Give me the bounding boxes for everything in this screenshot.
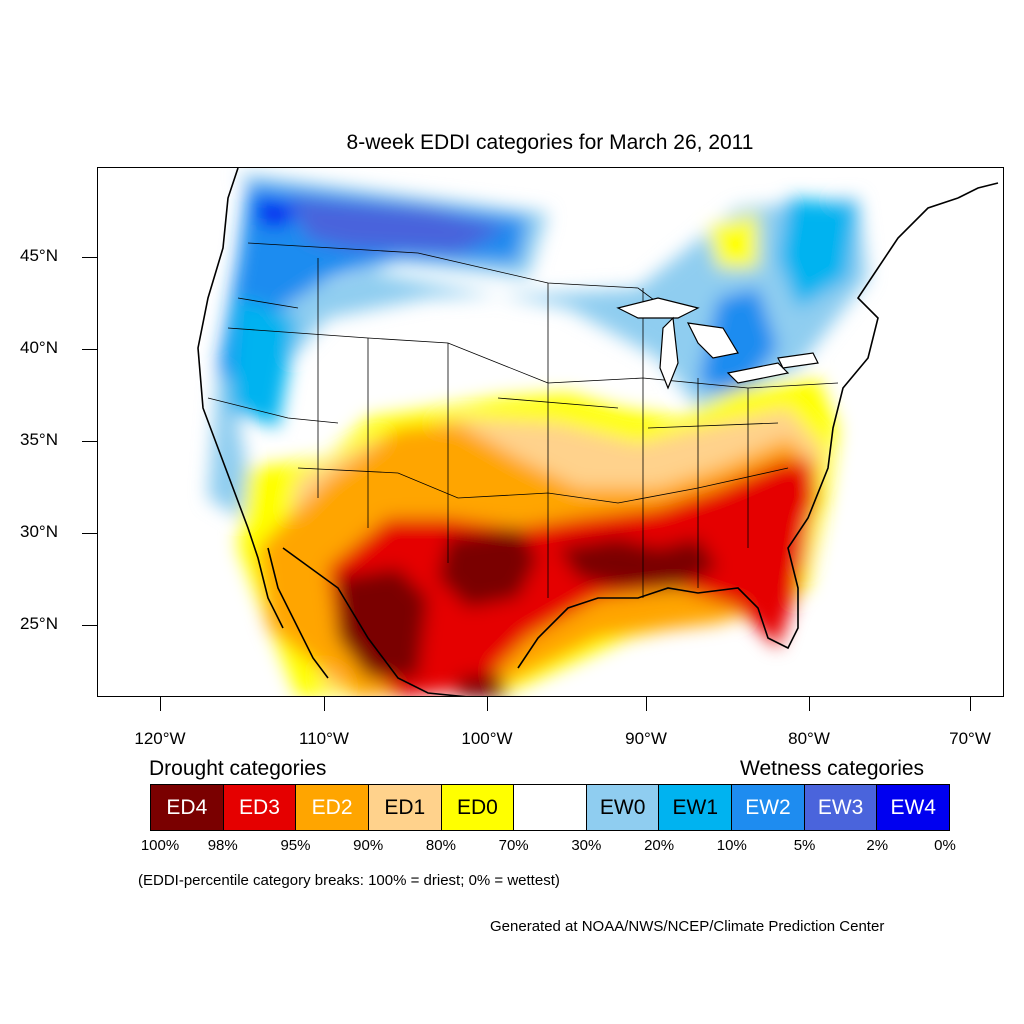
drought-heading: Drought categories [149,757,327,780]
percent-break-label: 2% [866,837,889,854]
legend-box-ed4: ED4 [151,785,224,830]
lat-tick-45 [82,257,97,258]
lon-tick-70 [970,697,971,711]
lon-tick-120 [160,697,161,711]
great-lakes [616,297,819,390]
percent-break-label: 0% [934,837,956,854]
category-note: (EDDI-percentile category breaks: 100% =… [138,872,560,889]
wetness-heading: Wetness categories [740,757,925,780]
lon-label-110: 110°W [299,729,349,748]
percent-break-label: 95% [280,837,311,854]
percent-break-label: 10% [716,837,747,854]
percent-break-label: 70% [498,837,529,854]
percent-break-label: 90% [353,837,384,854]
lon-label-100: 100°W [461,729,513,748]
coastline [197,168,999,696]
credit-line: Generated at NOAA/NWS/NCEP/Climate Predi… [490,918,885,935]
legend-box-neutral [514,785,587,830]
legend-box-ed3: ED3 [223,785,297,830]
lat-label-30: 30°N [20,522,58,541]
eddi-map [98,168,1003,696]
lon-label-90: 90°W [625,729,667,748]
lat-label-25: 25°N [20,614,58,633]
lon-tick-110 [324,697,325,711]
lat-tick-35 [82,441,97,442]
lon-tick-100 [487,697,488,711]
legend-box-ew2: EW2 [732,785,805,830]
lon-label-70: 70°W [949,729,991,748]
lat-tick-30 [82,533,97,534]
legend-box-ed2: ED2 [296,785,369,830]
percent-break-label: 20% [644,837,675,854]
lat-label-45: 45°N [20,246,58,265]
eddi-field [208,173,868,696]
lat-label-40: 40°N [20,338,58,357]
state-borders [207,242,839,598]
legend-box-ew0: EW0 [586,785,660,830]
legend-box-ew1: EW1 [659,785,733,830]
percent-break-label: 30% [571,837,602,854]
percent-break-label: 98% [207,837,238,854]
percent-break-label: 80% [425,837,456,854]
lon-tick-80 [809,697,810,711]
legend-box-ed0: ED0 [441,785,515,830]
lat-label-35: 35°N [20,430,58,449]
legend-box-ew4: EW4 [877,785,950,830]
percent-break-label: 100% [140,837,180,854]
lon-tick-90 [646,697,647,711]
lon-label-80: 80°W [788,729,830,748]
map-frame [97,167,1004,697]
percent-break-label: 5% [793,837,816,854]
lat-tick-40 [82,349,97,350]
lon-label-120: 120°W [134,729,186,748]
map-title: 8-week EDDI categories for March 26, 201… [346,131,754,154]
legend-box-ed1: ED1 [368,785,442,830]
legend-box-ew3: EW3 [804,785,878,830]
lat-tick-25 [82,625,97,626]
legend-bar: ED4 ED3 ED2 ED1 ED0 EW0 EW1 EW2 EW3 EW4 [150,784,950,831]
